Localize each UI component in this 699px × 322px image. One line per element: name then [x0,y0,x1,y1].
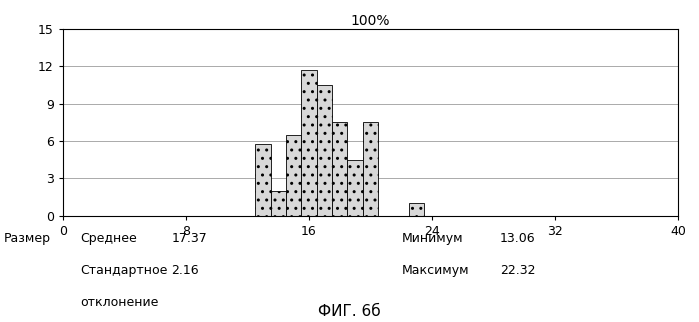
Text: 22.32: 22.32 [500,264,535,277]
Text: 13.06: 13.06 [500,232,535,245]
Bar [409,203,424,216]
Bar [301,70,317,216]
Text: Минимум: Минимум [402,232,463,245]
Text: Среднее: Среднее [80,232,137,245]
Text: Стандартное: Стандартное [80,264,168,277]
Bar [363,122,378,216]
Text: Максимум: Максимум [402,264,470,277]
Bar [317,85,332,216]
Bar [271,191,286,216]
Bar [286,135,301,216]
Bar [347,160,363,216]
Bar [332,122,347,216]
Text: 2.16: 2.16 [171,264,199,277]
Text: отклонение: отклонение [80,296,159,309]
Text: ФИГ. 6б: ФИГ. 6б [318,304,381,319]
Text: 17.37: 17.37 [171,232,207,245]
Title: 100%: 100% [351,14,390,28]
Text: Размер: Размер [3,232,50,245]
Bar [255,144,271,216]
